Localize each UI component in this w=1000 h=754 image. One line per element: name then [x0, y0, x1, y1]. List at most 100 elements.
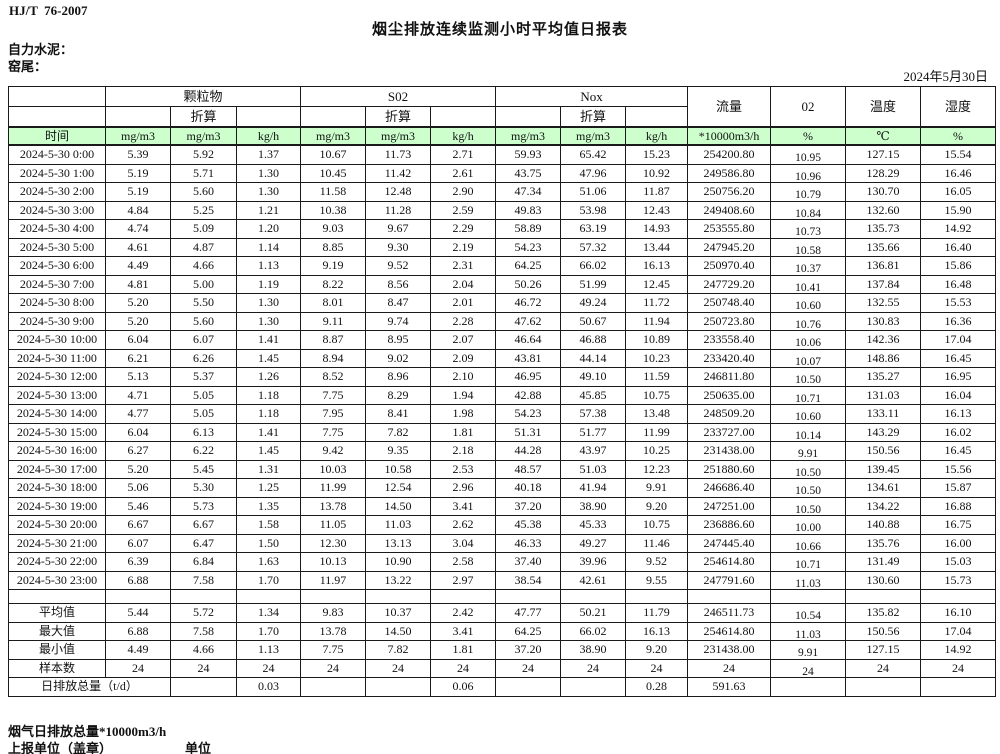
value-cell: 1.18: [235, 404, 302, 424]
time-cell: 2024-5-30 17:00: [8, 459, 106, 479]
value-cell: 37.40: [495, 552, 562, 572]
value-cell: 13.44: [625, 237, 689, 257]
standard-code: HJ/T 76-2007: [9, 3, 88, 18]
value-cell: 11.72: [625, 293, 689, 313]
table-row: 2024-5-30 19:00 5.46 5.73 1.35 13.78 14.50 3.4…: [8, 496, 997, 516]
value-cell: 4.84: [105, 200, 171, 220]
summary-value-cell: 24: [300, 658, 367, 678]
value-cell: 1.37: [235, 144, 302, 165]
blank-cell: [430, 106, 497, 128]
value-cell: 15.56: [920, 459, 997, 479]
value-cell: 5.50: [170, 293, 237, 313]
value-cell: 231438.00: [687, 441, 772, 461]
value-cell: 42.61: [560, 570, 627, 590]
time-cell: 2024-5-30 9:00: [8, 311, 106, 331]
summary-value-cell: 14.50: [365, 621, 432, 641]
summary-value-cell: 17.04: [920, 621, 997, 641]
blank-cell: [235, 106, 302, 128]
summary-row: 最大值 6.88 7.58 1.70 13.78 14.50 3.41 64.25 66.02 1…: [8, 621, 997, 641]
station-label: 窑尾：: [8, 59, 48, 74]
value-cell: 128.29: [845, 163, 922, 183]
temperature-unit-cell: ℃: [845, 126, 922, 146]
value-cell: 2.96: [430, 478, 497, 498]
value-cell: 2.09: [430, 348, 497, 368]
value-cell: 8.47: [365, 293, 432, 313]
summary-value-cell: 5.44: [105, 603, 171, 623]
blank-cell: [845, 589, 922, 604]
value-cell: 16.45: [920, 441, 997, 461]
value-cell: 3.41: [430, 496, 497, 516]
value-cell: 1.19: [235, 274, 302, 294]
summary-value-cell: 24: [560, 658, 627, 678]
summary-value-cell: 16.13: [625, 621, 689, 641]
value-cell: 13.48: [625, 404, 689, 424]
value-cell: 51.31: [495, 422, 562, 442]
value-cell: 13.78: [300, 496, 367, 516]
value-cell: 2.62: [430, 515, 497, 535]
summary-value-cell: 24: [235, 658, 302, 678]
value-cell: 9.55: [625, 570, 689, 590]
value-cell: 2.31: [430, 256, 497, 276]
summary-value-cell: 14.92: [920, 640, 997, 660]
value-cell: 10.84: [770, 200, 847, 220]
value-cell: 135.66: [845, 237, 922, 257]
value-cell: 249408.60: [687, 200, 772, 220]
value-cell: 8.96: [365, 367, 432, 387]
table-row: 2024-5-30 13:00 4.71 5.05 1.18 7.75 8.29 1.94 4…: [8, 385, 997, 405]
summary-value-cell: 7.75: [300, 640, 367, 660]
value-cell: 16.45: [920, 348, 997, 368]
value-cell: 9.52: [625, 552, 689, 572]
summary-value-cell: 10.37: [365, 603, 432, 623]
summary-value-cell: 7.58: [170, 621, 237, 641]
value-cell: 10.75: [625, 385, 689, 405]
value-cell: 9.11: [300, 311, 367, 331]
value-cell: 250970.40: [687, 256, 772, 276]
value-cell: 142.36: [845, 330, 922, 350]
value-cell: 140.88: [845, 515, 922, 535]
time-cell: 2024-5-30 6:00: [8, 256, 106, 276]
value-cell: 58.89: [495, 219, 562, 239]
time-cell: 2024-5-30 0:00: [8, 144, 106, 165]
value-cell: 10.37: [770, 256, 847, 276]
value-cell: 1.58: [235, 515, 302, 535]
time-cell: 2024-5-30 20:00: [8, 515, 106, 535]
value-cell: 50.67: [560, 311, 627, 331]
blank-cell: [170, 589, 237, 604]
value-cell: 46.95: [495, 367, 562, 387]
value-cell: 15.87: [920, 478, 997, 498]
value-cell: 54.23: [495, 404, 562, 424]
value-cell: 3.04: [430, 533, 497, 553]
blank-cell: [235, 589, 302, 604]
time-cell: 2024-5-30 4:00: [8, 219, 106, 239]
flue-gas-total-label: 烟气日排放总量*10000m3/h: [8, 724, 167, 739]
blank-cell: [625, 589, 689, 604]
table-row: 2024-5-30 8:00 5.20 5.50 1.30 8.01 8.47 2.01 46…: [8, 293, 997, 313]
time-header: 时间: [8, 126, 106, 146]
value-cell: 57.38: [560, 404, 627, 424]
header-row-converted: 折算 折算 折算: [8, 106, 996, 128]
value-cell: 43.97: [560, 441, 627, 461]
value-cell: 1.14: [235, 237, 302, 257]
corner-cell: [8, 86, 106, 107]
value-cell: 250635.00: [687, 385, 772, 405]
summary-value-cell: 11.03: [770, 621, 847, 641]
value-cell: 1.26: [235, 367, 302, 387]
value-cell: 10.38: [300, 200, 367, 220]
value-cell: 2.29: [430, 219, 497, 239]
value-cell: 6.67: [170, 515, 237, 535]
value-cell: 1.30: [235, 311, 302, 331]
value-cell: 10.60: [770, 293, 847, 313]
value-cell: 1.31: [235, 459, 302, 479]
value-cell: 5.46: [105, 496, 171, 516]
value-cell: 47.34: [495, 182, 562, 202]
time-cell: 2024-5-30 11:00: [8, 348, 106, 368]
time-cell: 2024-5-30 7:00: [8, 274, 106, 294]
value-cell: 16.40: [920, 237, 997, 257]
summary-value-cell: 127.15: [845, 640, 922, 660]
value-cell: 48.57: [495, 459, 562, 479]
value-cell: 5.20: [105, 311, 171, 331]
value-cell: 42.88: [495, 385, 562, 405]
value-cell: 10.96: [770, 163, 847, 183]
value-cell: 247945.20: [687, 237, 772, 257]
value-cell: 5.00: [170, 274, 237, 294]
